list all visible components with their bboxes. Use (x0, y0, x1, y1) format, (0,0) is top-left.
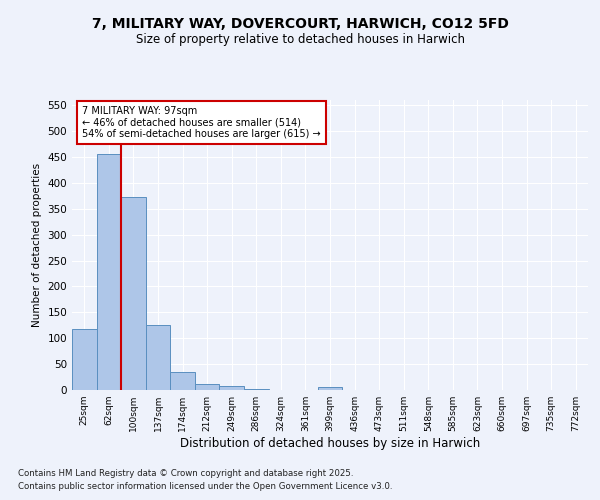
Text: Contains HM Land Registry data © Crown copyright and database right 2025.: Contains HM Land Registry data © Crown c… (18, 468, 353, 477)
Bar (121, 198, 146, 390)
Bar (146, 325, 170, 390)
Text: Size of property relative to detached houses in Harwich: Size of property relative to detached ho… (136, 32, 464, 46)
Bar (97, 154, 121, 390)
Bar (220, 386, 244, 390)
Text: Contains public sector information licensed under the Open Government Licence v3: Contains public sector information licen… (18, 482, 392, 491)
X-axis label: Distribution of detached houses by size in Harwich: Distribution of detached houses by size … (180, 437, 480, 450)
Text: 7, MILITARY WAY, DOVERCOURT, HARWICH, CO12 5FD: 7, MILITARY WAY, DOVERCOURT, HARWICH, CO… (92, 18, 508, 32)
Text: 7 MILITARY WAY: 97sqm
← 46% of detached houses are smaller (514)
54% of semi-det: 7 MILITARY WAY: 97sqm ← 46% of detached … (82, 106, 321, 139)
Bar (170, 372, 195, 390)
Bar (72, 329, 97, 390)
Y-axis label: Number of detached properties: Number of detached properties (32, 163, 42, 327)
Bar (318, 387, 342, 390)
Bar (195, 384, 220, 390)
